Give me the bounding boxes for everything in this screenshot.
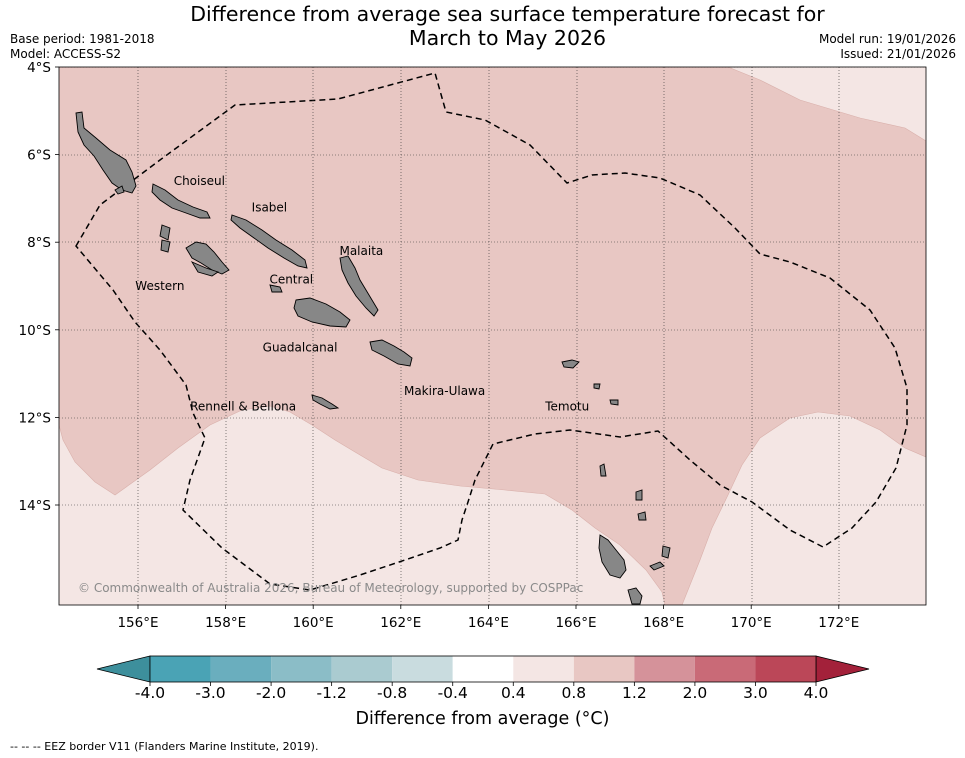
lat-tick-label: 8°S — [27, 235, 51, 251]
region-label: Rennell & Bellona — [190, 399, 296, 413]
land-masses — [75, 111, 671, 605]
eez-footnote: -- -- -- EEZ border V11 (Flanders Marine… — [10, 740, 319, 753]
latitude-ticks: 4°S 6°S 8°S 10°S 12°S 14°S — [19, 60, 59, 514]
island-small-2 — [635, 489, 643, 501]
colorbar-over-arrow — [815, 655, 870, 683]
colorbar-segment — [634, 656, 695, 682]
island-maewo — [661, 545, 671, 559]
model-text: Model: ACCESS-S2 — [10, 47, 122, 61]
island-ambae — [649, 561, 665, 571]
island-rennell — [311, 394, 340, 410]
island-small-3 — [637, 511, 647, 521]
region-label: Central — [269, 273, 313, 287]
lat-tick-label: 12°S — [19, 410, 52, 426]
lon-tick-label: 168°E — [643, 615, 684, 631]
island-small-1 — [114, 185, 125, 195]
island-malekula — [627, 587, 643, 605]
chart-title: Difference from average sea surface temp… — [140, 2, 875, 50]
island-vella — [159, 224, 171, 241]
colorbar-tick-label: 4.0 — [804, 684, 829, 702]
region-label: Malaita — [339, 244, 383, 258]
region-label: Isabel — [252, 200, 287, 214]
region-label: Western — [135, 279, 184, 293]
island-isabel — [230, 214, 308, 269]
colorbar-segment — [392, 656, 453, 682]
region-labels: Choiseul Isabel Malaita Western Central Guada… — [135, 174, 589, 413]
issued-text: Issued: 21/01/2026 — [840, 47, 956, 61]
colorbar-tick-label: 1.2 — [622, 684, 647, 702]
lon-tick-label: 172°E — [818, 615, 859, 631]
colorbar-segment — [210, 656, 272, 682]
island-small-4 — [599, 463, 607, 477]
lat-tick-label: 4°S — [27, 60, 51, 76]
lon-tick-label: 160°E — [293, 615, 334, 631]
longitude-ticks: 156°E 158°E 160°E 162°E 164°E 166°E 168°E 170°E… — [117, 605, 859, 631]
colorbar-tick-label: -0.8 — [377, 684, 407, 702]
colorbar-segment — [694, 656, 756, 682]
island-choiseul-group — [75, 111, 137, 194]
copyright-text: © Commonwealth of Australia 2026, Bureau… — [78, 581, 583, 595]
lat-tick-label: 14°S — [19, 498, 52, 514]
island-vanikoro — [593, 383, 601, 390]
title-line-1: Difference from average sea surface temp… — [190, 2, 825, 26]
colorbar-tick-label: 0.8 — [561, 684, 586, 702]
map-frame — [58, 66, 927, 606]
colorbar-segment — [452, 656, 514, 682]
colorbar-segment — [513, 656, 574, 682]
colorbar-tick-label: -4.0 — [135, 684, 165, 702]
lon-tick-label: 166°E — [555, 615, 596, 631]
colorbar-tick-label: -0.4 — [438, 684, 468, 702]
graticule — [59, 67, 926, 605]
island-utupua — [609, 399, 619, 406]
colorbar-labels: -4.0 -3.0 -2.0 -1.2 -0.8 -0.4 0.4 0.8 1.2 2.0 3.0 4… — [135, 682, 828, 702]
colorbar-title: Difference from average (°C) — [355, 709, 610, 729]
map-area — [59, 67, 926, 605]
colorbar-tick-label: 2.0 — [683, 684, 708, 702]
region-label: Choiseul — [174, 174, 225, 188]
colorbar-tick-label: -3.0 — [195, 684, 225, 702]
island-choiseul — [151, 183, 211, 219]
lon-tick-label: 156°E — [117, 615, 158, 631]
island-guadalcanal — [293, 297, 351, 328]
island-santa-cruz — [561, 359, 580, 369]
colorbar-segment — [150, 656, 211, 682]
colorbar-tick-label: 3.0 — [743, 684, 768, 702]
title-line-2: March to May 2026 — [408, 26, 607, 50]
base-period-text: Base period: 1981-2018 — [10, 32, 155, 46]
colorbar-tick-label: -2.0 — [256, 684, 286, 702]
region-label: Temotu — [544, 399, 589, 413]
island-rendova — [190, 261, 220, 277]
colorbar-segment — [755, 656, 816, 682]
lat-tick-label: 6°S — [27, 148, 51, 164]
island-florida — [269, 284, 283, 293]
island-new-georgia — [185, 241, 230, 275]
region-label: Makira-Ulawa — [404, 384, 485, 398]
lon-tick-label: 164°E — [468, 615, 509, 631]
island-malaita — [339, 255, 379, 317]
colorbar-tick-label: -1.2 — [317, 684, 347, 702]
lon-tick-label: 170°E — [731, 615, 772, 631]
anomaly-band-0-8-1-2 — [59, 67, 926, 605]
colorbar-frame — [149, 655, 817, 683]
eez-border — [75, 72, 908, 591]
island-espiritu-santo — [598, 534, 627, 579]
colorbar-segment — [271, 656, 332, 682]
model-run-text: Model run: 19/01/2026 — [818, 32, 956, 46]
lat-tick-label: 10°S — [19, 323, 52, 339]
island-makira — [369, 339, 413, 367]
colorbar-tick-label: 0.4 — [501, 684, 526, 702]
colorbar-under-arrow — [96, 655, 151, 683]
region-label: Guadalcanal — [263, 340, 338, 354]
model-info: Base period: 1981-2018 Model: ACCESS-S2 — [10, 32, 155, 62]
colorbar-segment — [331, 656, 393, 682]
run-info: Model run: 19/01/2026 Issued: 21/01/2026 — [819, 32, 956, 62]
island-kolombangara — [160, 239, 171, 253]
colorbar-segment — [573, 656, 635, 682]
lon-tick-label: 162°E — [380, 615, 421, 631]
lon-tick-label: 158°E — [205, 615, 246, 631]
colorbar — [96, 655, 870, 683]
